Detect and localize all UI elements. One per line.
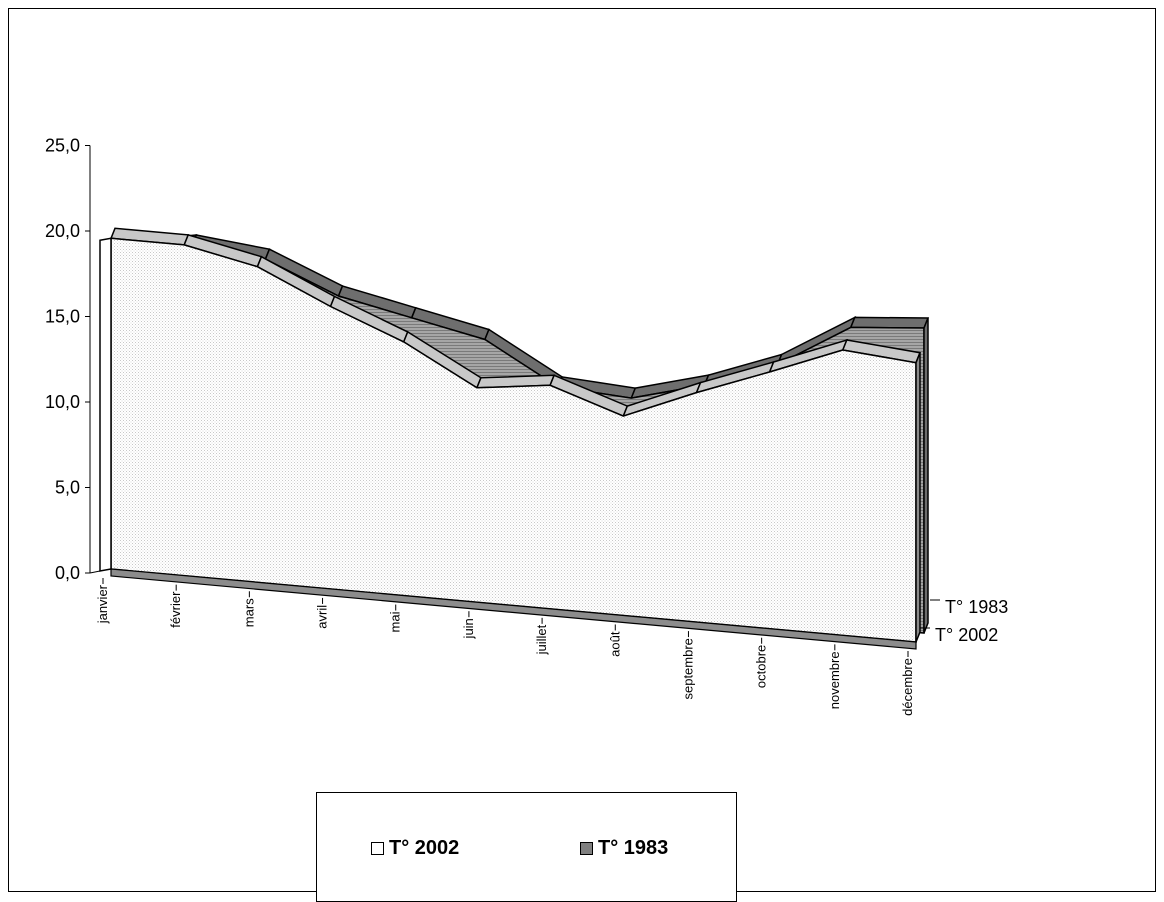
legend-item-2002: T° 2002 xyxy=(371,837,459,860)
legend-label-2002: T° 2002 xyxy=(389,837,460,859)
floor-slab xyxy=(110,568,917,650)
x-tick-label: juin xyxy=(461,618,476,639)
series-2002-end-face xyxy=(915,352,921,643)
x-tick-label: avril xyxy=(315,605,330,629)
x-tick-label: juillet xyxy=(534,624,549,655)
floor-left-edge xyxy=(89,570,101,574)
legend-swatch-1983 xyxy=(580,842,593,855)
series-1983-end-face xyxy=(923,317,929,634)
series-1983-ribbon-top xyxy=(849,316,930,329)
x-tick-label: novembre xyxy=(827,651,842,709)
x-tick-label: août xyxy=(607,631,622,657)
y-tick-label: 5,0 xyxy=(55,478,80,498)
x-tick-label: mai xyxy=(388,611,403,632)
legend-label-1983: T° 1983 xyxy=(598,837,669,859)
y-tick-label: 0,0 xyxy=(55,563,80,583)
x-tick-label: décembre xyxy=(900,658,915,716)
x-tick-label: janvier xyxy=(95,584,110,624)
chart-legend: T° 2002 T° 1983 xyxy=(316,792,737,902)
x-tick-label: septembre xyxy=(681,638,696,699)
depth-label-2002: T° 2002 xyxy=(935,625,998,645)
y-tick-label: 25,0 xyxy=(45,136,80,156)
x-tick-label: mars xyxy=(241,598,256,627)
legend-item-1983: T° 1983 xyxy=(580,837,668,860)
y-tick-label: 10,0 xyxy=(45,392,80,412)
depth-label-1983: T° 1983 xyxy=(945,597,1008,617)
series-2002-left-face xyxy=(99,237,112,572)
legend-swatch-2002 xyxy=(371,842,384,855)
x-tick-label: octobre xyxy=(754,645,769,688)
y-tick-label: 20,0 xyxy=(45,221,80,241)
y-tick-label: 15,0 xyxy=(45,307,80,327)
x-tick-label: février xyxy=(168,591,183,628)
